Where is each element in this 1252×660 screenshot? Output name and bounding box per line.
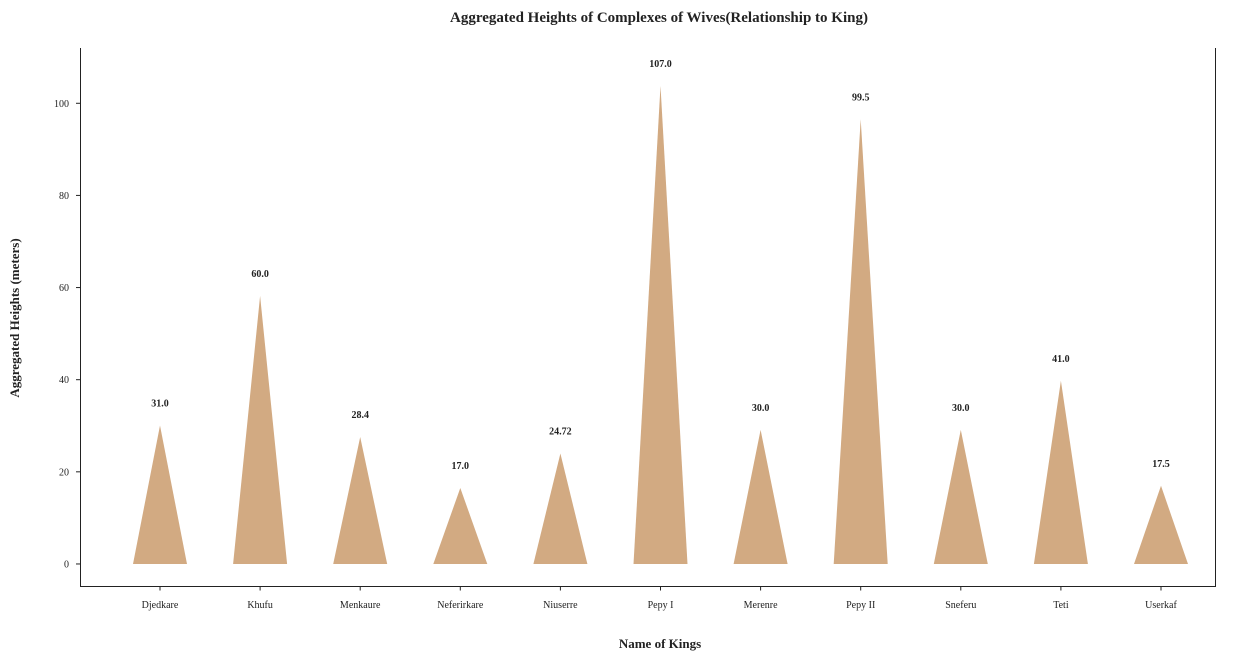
- y-tick-label: 20: [59, 467, 69, 478]
- y-ticks: 0 20 40 60 80 100: [54, 99, 80, 570]
- bar: [433, 487, 488, 564]
- data-label: 60.0: [251, 269, 269, 280]
- data-label: 31.0: [151, 398, 169, 409]
- bar: [233, 295, 288, 564]
- data-label: 17.5: [1152, 459, 1170, 470]
- bar: [733, 429, 788, 564]
- data-labels: 31.0 60.0 28.4 17.0 24.72 107.0 30.0 99.5 30.0 41…: [151, 59, 1170, 472]
- bar: [533, 453, 588, 564]
- y-axis-label: Aggregated Heights (meters): [7, 238, 22, 397]
- data-label: 24.72: [549, 427, 572, 438]
- data-label: 107.0: [649, 59, 672, 70]
- y-tick-label: 40: [59, 375, 69, 386]
- bar: [1033, 380, 1088, 564]
- axes: [80, 48, 1216, 587]
- y-tick-label: 60: [59, 283, 69, 294]
- bar: [633, 85, 688, 564]
- x-tick-label: Teti: [1053, 600, 1069, 611]
- x-tick-label: Pepy II: [846, 600, 875, 611]
- x-ticks: Djedkare Khufu Menkaure Neferirkare Niuserre…: [142, 586, 1177, 611]
- data-label: 99.5: [852, 92, 870, 103]
- y-tick-label: 80: [59, 191, 69, 202]
- bar: [133, 425, 187, 564]
- data-label: 30.0: [752, 403, 770, 414]
- x-tick-label: Khufu: [247, 600, 273, 611]
- x-tick-label: Merenre: [744, 600, 778, 611]
- chart-title: Aggregated Heights of Complexes of Wives…: [450, 10, 868, 26]
- x-tick-label: Pepy I: [648, 600, 674, 611]
- bar: [833, 119, 888, 564]
- data-label: 17.0: [452, 461, 470, 472]
- x-tick-label: Niuserre: [543, 600, 578, 611]
- bar: [333, 437, 388, 564]
- data-label: 28.4: [351, 410, 369, 421]
- x-axis-label: Name of Kings: [619, 636, 701, 651]
- y-tick-label: 0: [64, 559, 69, 570]
- bar: [1134, 485, 1188, 564]
- x-tick-label: Neferirkare: [437, 600, 484, 611]
- bar: [933, 429, 988, 564]
- data-label: 30.0: [952, 403, 970, 414]
- y-tick-label: 100: [54, 99, 69, 110]
- bars: [133, 85, 1188, 564]
- x-tick-label: Djedkare: [142, 600, 179, 611]
- x-tick-label: Sneferu: [945, 600, 976, 611]
- x-tick-label: Userkaf: [1145, 600, 1177, 611]
- data-label: 41.0: [1052, 354, 1070, 365]
- x-tick-label: Menkaure: [340, 600, 381, 611]
